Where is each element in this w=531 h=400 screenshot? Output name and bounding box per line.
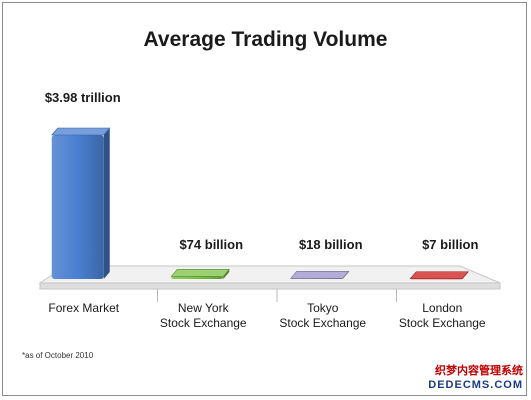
category-label: Forex Market (48, 301, 119, 315)
category-label: Tokyo Stock Exchange (279, 301, 366, 330)
bar (409, 271, 469, 280)
data-label: $18 billion (299, 237, 363, 252)
bar (170, 269, 230, 279)
chart-title: Average Trading Volume (143, 28, 388, 51)
category-label: London Stock Exchange (399, 301, 486, 330)
bar-side (223, 269, 230, 279)
bar-top (51, 127, 111, 136)
data-label: $7 billion (422, 237, 478, 252)
data-label: $3.98 trillion (45, 90, 121, 105)
data-label: $74 billion (179, 237, 243, 252)
floor-front (39, 282, 501, 290)
category-label: New York Stock Exchange (160, 301, 247, 330)
bar-front (51, 135, 104, 279)
bar-top (409, 271, 469, 280)
bar (290, 271, 350, 279)
bar (51, 127, 111, 279)
watermark-line-1: 织梦内容管理系统 (435, 365, 523, 377)
bar-front (171, 276, 224, 279)
watermark-line-2: DEDECMS.COM (428, 379, 523, 391)
bar-side (103, 128, 110, 279)
chart-footnote: *as of October 2010 (22, 351, 94, 360)
watermark: 织梦内容管理系统 DEDECMS.COM (428, 364, 523, 392)
bar-top (290, 271, 350, 279)
bar-top (170, 269, 230, 277)
